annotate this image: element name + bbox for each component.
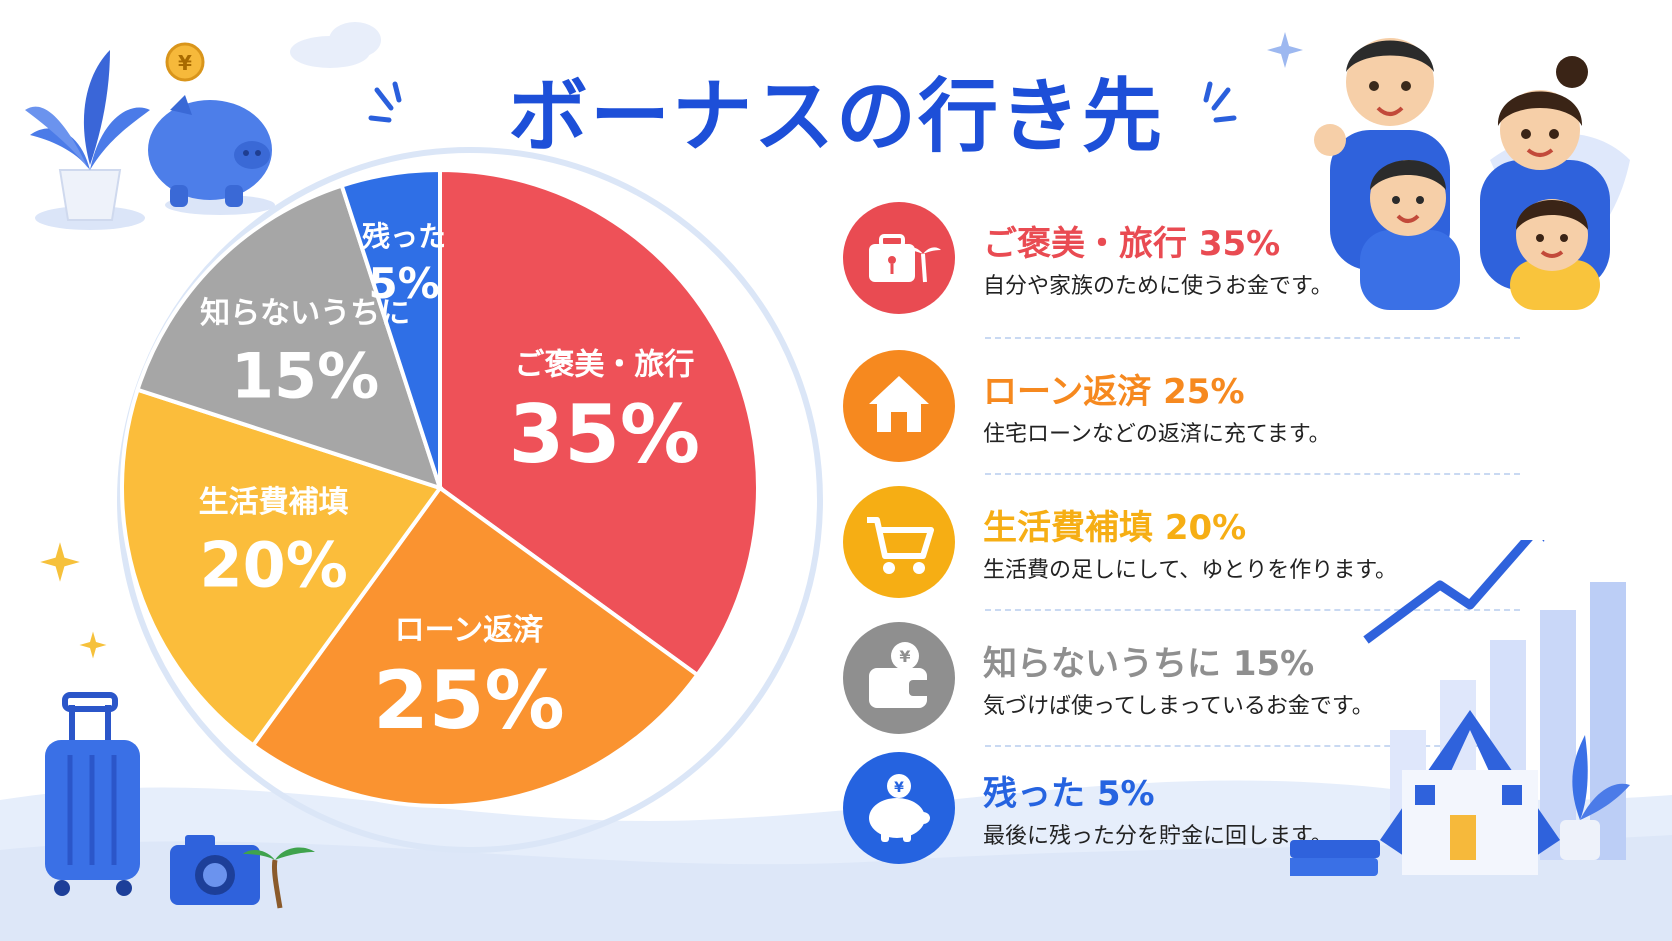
legend-title: 知らないうちに 15% [983, 644, 1315, 684]
pie-labels: ご褒美・旅行 35% ローン返済 25% 生活費補填 20% 知らないうちに 15% 残った 5% [199, 220, 700, 747]
wallet-icon: ¥ [843, 622, 955, 734]
house-icon [843, 350, 955, 462]
legend-title: ローン返済 25% [983, 372, 1245, 412]
camera-palm-illustration [170, 835, 315, 909]
pie-slice-value: 15% [231, 340, 379, 413]
pie-slice-label: ローン返済 [395, 613, 544, 648]
pie-slice-value: 5% [369, 259, 440, 308]
cart-icon [843, 486, 955, 598]
title-sparkle-right [1203, 81, 1237, 123]
sparkle-icon [79, 631, 107, 659]
pie-slice-value: 35% [509, 388, 700, 481]
suitcase-palm-icon [843, 202, 955, 314]
legend-divider [985, 473, 1520, 475]
legend-divider [985, 745, 1520, 747]
pie-slice [339, 167, 442, 489]
piggy-yen-glyph: ¥ [894, 780, 904, 796]
pie-slice [120, 387, 444, 749]
legend-title: 残った 5% [983, 774, 1155, 814]
pie-slices [120, 167, 760, 808]
suitcase-illustration [45, 692, 140, 896]
title-sparkle-left [368, 81, 402, 123]
legend-description: 生活費の足しにして、ゆとりを作ります。 [983, 558, 1398, 583]
pie-slice-label: 残った [362, 220, 446, 253]
legend-description: 自分や家族のために使うお金です。 [983, 274, 1333, 299]
piggy-bank-icon: ¥ [843, 752, 955, 864]
pie-slice [438, 167, 760, 678]
pie-slice-value: 25% [373, 654, 564, 747]
sparkle-icon [40, 542, 80, 582]
legend-description: 最後に残った分を貯金に回します。 [983, 824, 1333, 849]
legend-divider [985, 609, 1520, 611]
page-title: ボーナスの行き先 [508, 70, 1164, 163]
coin-yen-glyph: ¥ [178, 51, 192, 75]
legend-description: 住宅ローンなどの返済に充てます。 [983, 422, 1331, 447]
legend-description: 気づけば使ってしまっているお金です。 [983, 694, 1374, 719]
legend-divider [985, 337, 1520, 339]
pie-outer-ring [117, 147, 823, 853]
legend-item-loan: ローン返済 25% 住宅ローンなどの返済に充てます。 [843, 350, 1523, 470]
pie-slice-label: ご褒美・旅行 [514, 347, 694, 382]
legend-title: 生活費補填 20% [983, 508, 1247, 548]
legend-item-gohoubi: ご褒美・旅行 35% 自分や家族のために使うお金です。 [843, 202, 1523, 322]
pie-slice-value: 20% [199, 529, 347, 602]
pie-slice-label: 生活費補填 [199, 485, 349, 520]
pie-slice [250, 485, 701, 808]
plant-piggy-illustration: ¥ [25, 42, 275, 230]
pie-slice-label: 知らないうちに [200, 296, 410, 331]
sparkle-icon [1267, 32, 1303, 68]
legend-title: ご褒美・旅行 35% [983, 224, 1281, 264]
family-illustration [1314, 38, 1630, 310]
growth-house-illustration [1290, 540, 1630, 876]
legend-item-seikatsuhi: 生活費補填 20% 生活費の足しにして、ゆとりを作ります。 [843, 486, 1523, 606]
legend-item-nokotta: ¥ 残った 5% 最後に残った分を貯金に回します。 [843, 752, 1523, 872]
wallet-yen-glyph: ¥ [899, 647, 910, 666]
legend-item-shiranai: ¥ 知らないうちに 15% 気づけば使ってしまっているお金です。 [843, 622, 1523, 742]
